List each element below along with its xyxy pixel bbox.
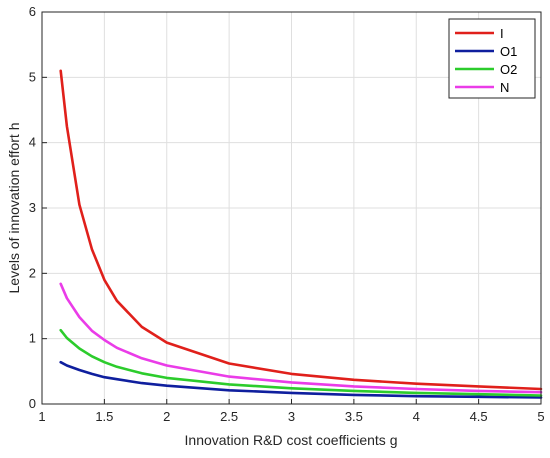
x-tick-label: 2 [163,409,170,424]
y-tick-label: 4 [29,135,36,150]
x-tick-label: 3.5 [345,409,363,424]
x-tick-labels: 1 1.5 2 2.5 3 3.5 4 4.5 5 [38,409,544,424]
x-tick-label: 3 [288,409,295,424]
y-tick-label: 0 [29,396,36,411]
y-axis-label: Levels of innovation effort h [6,123,22,294]
y-tick-label: 5 [29,69,36,84]
series-line-o2 [59,328,543,397]
series-group [59,69,543,399]
legend-label-i: I [500,26,504,41]
legend-label-o2: O2 [500,62,517,77]
y-tick-label: 6 [29,4,36,19]
y-tick-label: 3 [29,200,36,215]
x-tick-label: 4.5 [470,409,488,424]
x-tick-label: 1 [38,409,45,424]
legend: I O1 O2 N [448,18,536,99]
legend-label-n: N [500,80,509,95]
y-tick-label: 2 [29,265,36,280]
x-tick-label: 4 [413,409,420,424]
series-line-n [59,282,543,394]
x-axis-label: Innovation R&D cost coefficients g [185,432,398,448]
series-line-o1 [59,360,543,399]
x-tick-label: 5 [537,409,544,424]
plot-frame [41,11,542,405]
y-tick-label: 1 [29,331,36,346]
x-tick-label: 1.5 [95,409,113,424]
series-line-i [59,69,543,391]
legend-label-o1: O1 [500,44,517,59]
x-tick-label: 2.5 [220,409,238,424]
y-tick-labels: 0 1 2 3 4 5 6 [29,4,36,411]
